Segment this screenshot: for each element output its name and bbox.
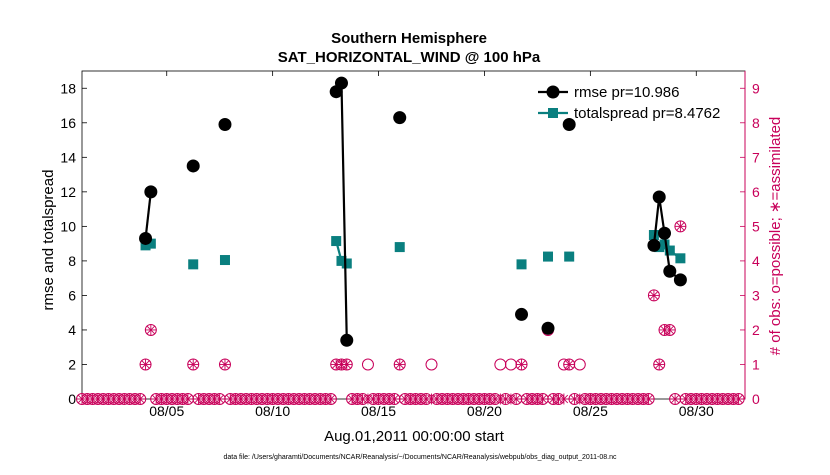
y2-tick-label: 1 [752, 356, 760, 372]
legend-spread-marker [548, 108, 558, 118]
spread-point [341, 258, 352, 269]
obs-assimilated-marker [214, 393, 226, 405]
obs-assimilated-marker [394, 358, 406, 370]
obs-assimilated-marker [669, 393, 681, 405]
y2-tick-label: 2 [752, 322, 760, 338]
obs-assimilated-marker [388, 393, 400, 405]
y-tick-label: 12 [60, 184, 76, 200]
obs-assimilated-marker [558, 393, 570, 405]
obs-possible-marker [504, 358, 517, 371]
y-tick-label: 4 [68, 322, 76, 338]
spread-point [543, 251, 554, 262]
rmse-point [186, 159, 200, 173]
obs-assimilated-marker [325, 393, 337, 405]
spread-point [516, 259, 527, 270]
chart-subtitle: SAT_HORIZONTAL_WIND @ 100 hPa [278, 49, 541, 66]
rmse-point [647, 238, 661, 252]
plot-area: 08/05 08/10 08/15 08/20 08/25 08/300246810121… [60, 70, 760, 419]
spread-point [648, 230, 659, 240]
legend-spread-label: totalspread pr=8.4762 [574, 105, 720, 122]
y-tick-label: 6 [68, 287, 76, 303]
rmse-point [393, 111, 407, 125]
obs-assimilated-marker [664, 324, 676, 336]
obs-assimilated-marker [648, 289, 660, 301]
obs-assimilated-marker [563, 358, 575, 370]
y-tick-label: 16 [60, 115, 76, 131]
x-tick-label: 08/15 [361, 403, 396, 419]
x-tick-label: 08/25 [573, 403, 608, 419]
obs-assimilated-marker [674, 220, 686, 232]
obs-assimilated-marker [643, 393, 655, 405]
legend-rmse-label: rmse pr=10.986 [574, 84, 679, 101]
obs-assimilated-marker [145, 324, 157, 336]
spread-point [331, 236, 342, 247]
y-tick-label: 14 [60, 149, 76, 165]
obs-possible-marker [573, 358, 586, 371]
spread-point [219, 255, 230, 266]
rmse-point [652, 190, 666, 204]
obs-possible-marker [494, 358, 507, 371]
rmse-point [144, 185, 158, 199]
rmse-line [144, 191, 152, 239]
chart-title: Southern Hemisphere [331, 30, 487, 47]
y2-tick-label: 9 [752, 80, 760, 96]
obs-assimilated-marker [537, 393, 549, 405]
rmse-line [335, 79, 348, 341]
x-tick-label: 08/30 [679, 403, 714, 419]
y2-axis-label: # of obs: o=possible; ∗=assimilated [767, 117, 784, 356]
spread-point [140, 240, 151, 251]
obs-assimilated-marker [516, 358, 528, 370]
obs-assimilated-marker [733, 393, 745, 405]
obs-assimilated-marker [140, 358, 152, 370]
obs-possible-marker [361, 358, 374, 371]
spread-point [145, 238, 156, 249]
rmse-point [340, 333, 354, 347]
y-tick-label: 0 [68, 391, 76, 407]
obs-possible-marker [425, 358, 438, 371]
obs-assimilated-marker [134, 393, 146, 405]
y-tick-label: 18 [60, 80, 76, 96]
obs-assimilated-marker [341, 358, 353, 370]
obs-assimilated-marker [182, 393, 194, 405]
y2-tick-label: 3 [752, 287, 760, 303]
spread-point [336, 255, 347, 266]
rmse-point [139, 231, 153, 245]
rmse-point [562, 118, 576, 132]
y2-tick-label: 6 [752, 184, 760, 200]
y2-tick-label: 4 [752, 253, 760, 269]
spread-point [664, 245, 675, 256]
x-tick-label: 08/10 [255, 403, 290, 419]
rmse-point [658, 226, 672, 240]
rmse-point [541, 321, 555, 335]
spread-point [659, 239, 670, 250]
spread-point [675, 253, 686, 264]
y-tick-label: 8 [68, 253, 76, 269]
x-axis-label: Aug.01,2011 00:00:00 start [324, 428, 505, 445]
rmse-point [515, 307, 529, 321]
obs-assimilated-marker [187, 358, 199, 370]
legend-rmse-marker [546, 85, 560, 99]
y2-tick-label: 0 [752, 391, 760, 407]
y2-tick-label: 7 [752, 149, 760, 165]
data-file-footnote: data file: /Users/gharamti/Documents/NCA… [223, 454, 617, 461]
x-tick-label: 08/05 [149, 403, 184, 419]
rmse-point [663, 264, 677, 278]
spread-point [188, 259, 199, 270]
rmse-point [673, 273, 687, 287]
obs-assimilated-marker [653, 358, 665, 370]
y-tick-label: 2 [68, 356, 76, 372]
spread-point [394, 242, 405, 253]
rmse-point [218, 118, 232, 132]
obs-assimilated-marker [510, 393, 522, 405]
obs-assimilated-marker [219, 358, 231, 370]
y-tick-label: 10 [60, 218, 76, 234]
spread-point [564, 251, 575, 262]
y2-tick-label: 8 [752, 115, 760, 131]
y-axis-label: rmse and totalspread [40, 170, 57, 311]
x-tick-label: 08/20 [467, 403, 502, 419]
y2-tick-label: 5 [752, 218, 760, 234]
rmse-point [334, 76, 348, 90]
